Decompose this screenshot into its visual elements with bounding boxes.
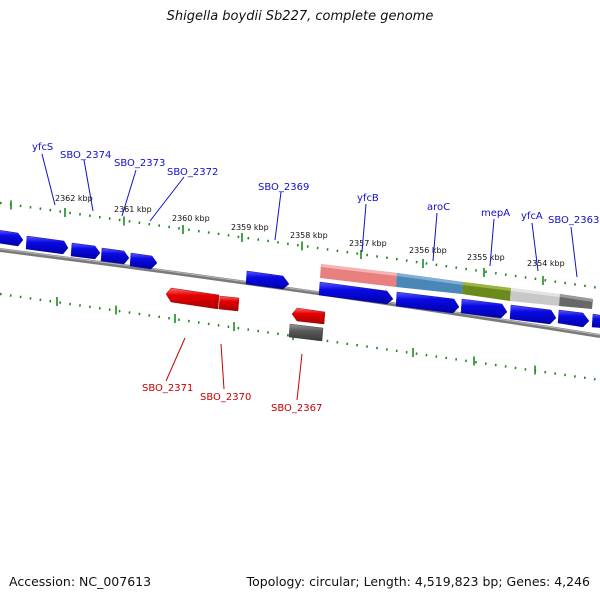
scale-label: 2357 kbp <box>349 239 387 248</box>
forward-gene-arrow[interactable] <box>509 304 557 325</box>
reverse-gene-arrow[interactable] <box>165 287 220 310</box>
upper-major-ticks <box>10 200 544 285</box>
gene-label[interactable]: yfcS <box>32 142 53 153</box>
reverse-genes <box>165 287 326 325</box>
forward-gene-arrow[interactable] <box>0 230 24 247</box>
gene-label[interactable]: mepA <box>481 208 510 219</box>
forward-genes <box>0 230 600 328</box>
scale-label: 2359 kbp <box>231 223 269 232</box>
gene-label[interactable]: SBO_2371 <box>142 383 193 394</box>
gene-label[interactable]: SBO_2372 <box>167 167 218 178</box>
scale-labels: 2362 kbp 2361 kbp 2360 kbp 2359 kbp 2358… <box>55 194 565 268</box>
forward-gene-arrow[interactable] <box>100 247 130 265</box>
genome-summary-text: Topology: circular; Length: 4,519,823 bp… <box>246 574 590 589</box>
gene-label[interactable]: yfcB <box>357 193 379 204</box>
scale-label: 2361 kbp <box>114 205 152 214</box>
scale-label: 2360 kbp <box>172 214 210 223</box>
gene-label[interactable]: yfcA <box>521 211 543 222</box>
scale-label: 2356 kbp <box>409 246 447 255</box>
forward-gene-arrow[interactable] <box>591 313 600 328</box>
genome-backbone <box>0 248 600 338</box>
gene-label[interactable]: aroC <box>427 202 450 213</box>
gene-label[interactable]: SBO_2374 <box>60 150 111 161</box>
forward-gene-arrow[interactable] <box>318 281 394 305</box>
scale-label: 2355 kbp <box>467 253 505 262</box>
forward-gene-arrow[interactable] <box>70 242 101 260</box>
map-title: Shigella boydii Sb227, complete genome <box>166 9 434 24</box>
gene-label[interactable]: SBO_2363 <box>548 215 599 226</box>
forward-gene-arrow[interactable] <box>395 291 460 314</box>
reverse-gene-arrow[interactable] <box>291 307 326 325</box>
upper-tick-row <box>0 201 600 290</box>
forward-gene-arrow[interactable] <box>25 235 69 255</box>
gene-label[interactable]: SBO_2373 <box>114 158 165 169</box>
forward-gene-arrow[interactable] <box>129 252 158 270</box>
pseudo-gene-bar[interactable] <box>288 323 324 342</box>
gene-label[interactable]: SBO_2367 <box>271 403 322 414</box>
lower-tick-row <box>0 292 600 382</box>
forward-label-leaders <box>41 153 578 278</box>
scale-label: 2354 kbp <box>527 259 565 268</box>
gene-label[interactable]: SBO_2370 <box>200 392 251 403</box>
scale-label: 2358 kbp <box>290 231 328 240</box>
forward-gene-arrow[interactable] <box>245 270 290 290</box>
forward-gene-arrow[interactable] <box>557 309 590 328</box>
reverse-labels: SBO_2371 SBO_2370 SBO_2367 <box>142 383 322 414</box>
accession-text: Accession: NC_007613 <box>9 574 152 589</box>
scale-label: 2362 kbp <box>55 194 93 203</box>
gene-label[interactable]: SBO_2369 <box>258 182 309 193</box>
feature-bar[interactable] <box>320 264 397 287</box>
reverse-gene-arrow[interactable] <box>218 295 240 312</box>
feature-track <box>320 264 593 309</box>
reverse-label-leaders <box>165 337 303 401</box>
forward-gene-arrow[interactable] <box>460 298 508 319</box>
forward-labels: yfcS SBO_2374 SBO_2373 SBO_2372 SBO_2369… <box>32 142 599 226</box>
feature-bar[interactable] <box>396 273 463 294</box>
